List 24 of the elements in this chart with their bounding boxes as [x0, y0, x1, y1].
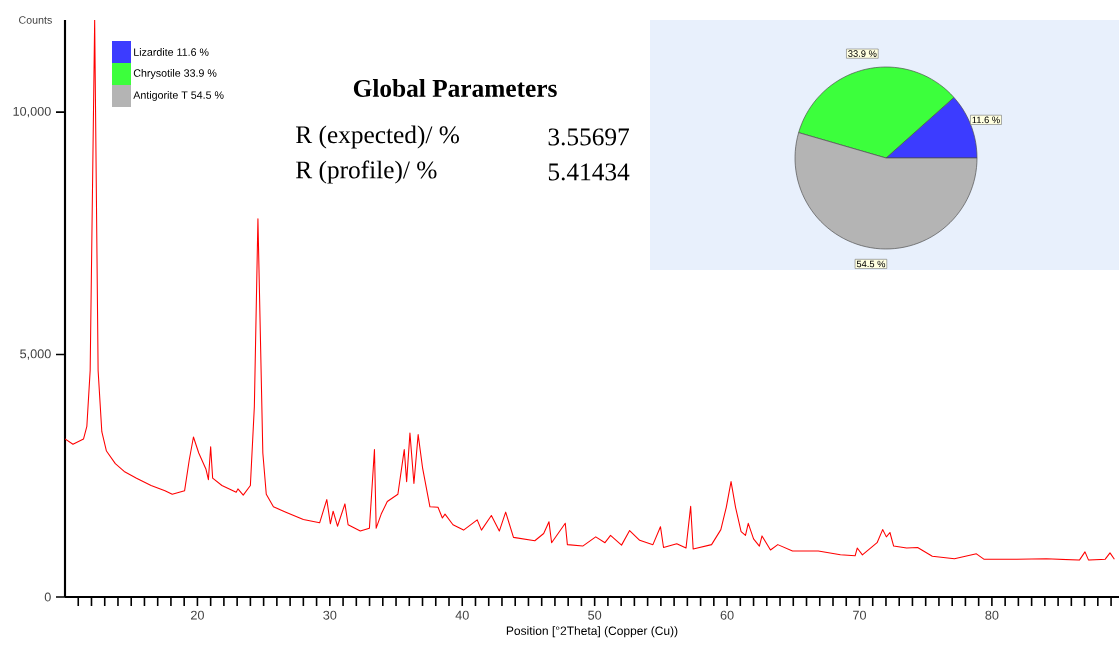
y-tick-label: 5,000 [20, 349, 51, 360]
legend-label: Lizardite 11.6 % [134, 48, 209, 56]
y-axis-title: Counts [19, 16, 52, 24]
x-tick-label: 80 [985, 610, 999, 620]
data-label: 33.9 % [848, 50, 877, 57]
x-tick-label: 60 [720, 610, 734, 620]
data-label: 11.6 % [972, 116, 1000, 124]
annotation: 3.55697 [548, 128, 630, 146]
y-tick-label: 10,000 [13, 106, 51, 118]
x-tick-label: 50 [588, 610, 602, 620]
x-tick-label: 20 [191, 610, 204, 620]
line-series [65, 20, 1115, 561]
y-tick-label: 0 [44, 592, 51, 602]
x-axis-title: Position [°2Theta] (Copper (Cu)) [506, 626, 678, 638]
data-label: 54.5 % [856, 260, 886, 268]
legend-label: Chrysotile 33.9 % [133, 69, 217, 79]
annotation: Global Parameters [353, 79, 557, 97]
annotation: R (profile)/ % [296, 160, 437, 184]
x-tick-label: 40 [455, 610, 469, 620]
annotation: R (expected)/ % [296, 125, 460, 149]
x-tick-label: 70 [853, 610, 867, 620]
annotation: 5.41434 [548, 163, 630, 181]
x-tick-label: 30 [323, 610, 337, 620]
legend-label: Antigorite T 54.5 % [133, 91, 224, 101]
